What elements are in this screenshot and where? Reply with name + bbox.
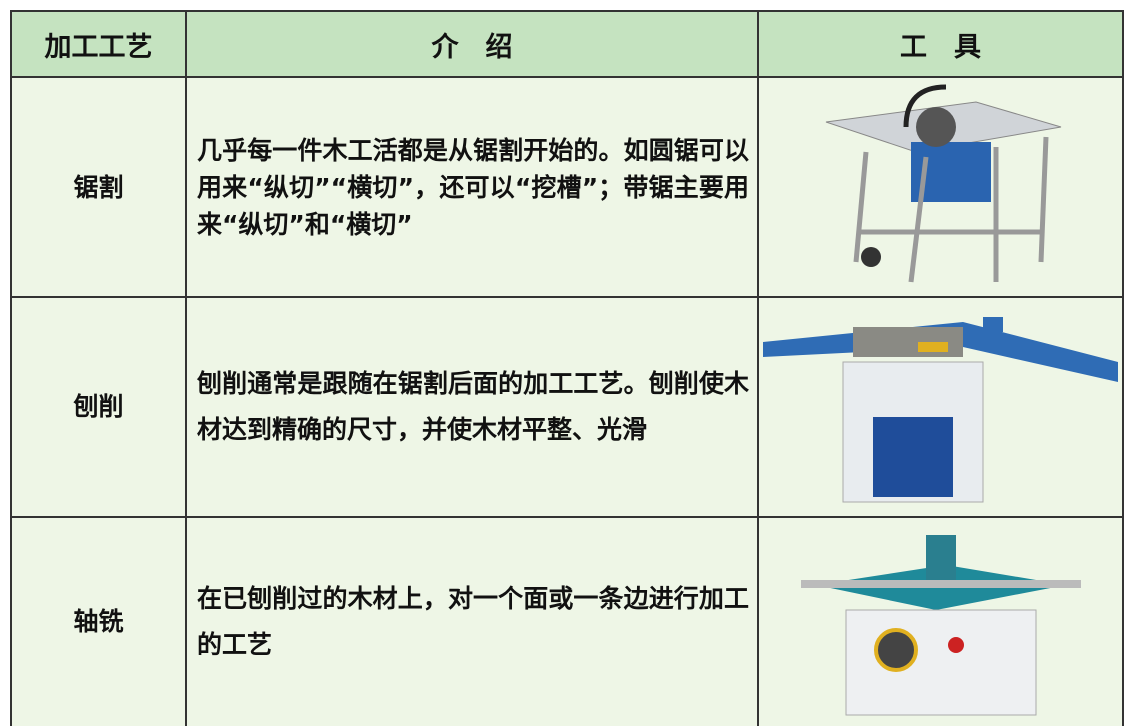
header-row: 加工工艺 介 绍 工 具 — [10, 10, 1124, 78]
description: 在已刨削过的木材上，对一个面或一条边进行加工的工艺 — [185, 516, 759, 726]
description: 几乎每一件木工活都是从锯割开始的。如圆锯可以用来“纵切”“横切”，还可以“挖槽”… — [185, 76, 759, 298]
planer-icon — [763, 317, 1118, 503]
tool-image — [757, 296, 1124, 518]
header-cell: 工 具 — [757, 10, 1124, 78]
process-table: 加工工艺 介 绍 工 具 锯割 几乎每一件木工活都是从锯割开始的。如圆锯可以用来… — [10, 10, 1124, 726]
header-cell: 加工工艺 — [10, 10, 187, 78]
process-name: 刨削 — [10, 296, 187, 518]
row: 锯割 几乎每一件木工活都是从锯割开始的。如圆锯可以用来“纵切”“横切”，还可以“… — [10, 76, 1124, 298]
tool-image — [757, 76, 1124, 298]
description: 刨削通常是跟随在锯割后面的加工工艺。刨削使木材达到精确的尺寸，并使木材平整、光滑 — [185, 296, 759, 518]
header-cell: 介 绍 — [185, 10, 759, 78]
tool-image — [757, 516, 1124, 726]
process-name: 轴铣 — [10, 516, 187, 726]
shaper-icon — [800, 534, 1081, 715]
process-name: 锯割 — [10, 76, 187, 298]
row: 轴铣 在已刨削过的木材上，对一个面或一条边进行加工的工艺 — [10, 516, 1124, 726]
row: 刨削 刨削通常是跟随在锯割后面的加工工艺。刨削使木材达到精确的尺寸，并使木材平整… — [10, 296, 1124, 518]
table-saw-icon — [825, 84, 1061, 283]
